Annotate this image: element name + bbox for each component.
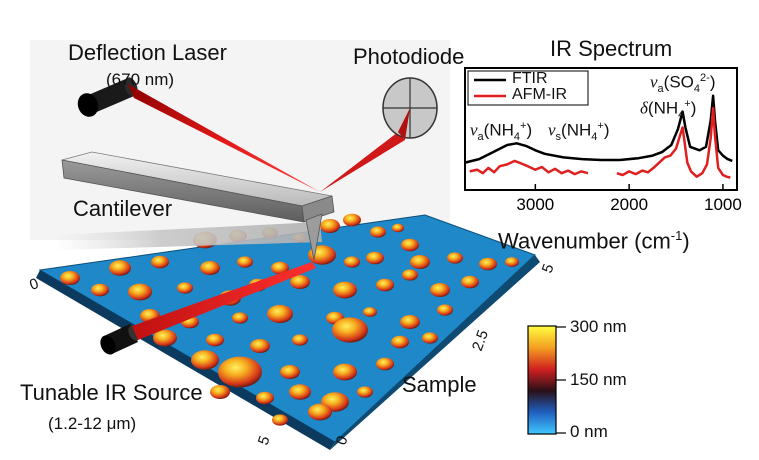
sample-label: Sample (402, 372, 477, 397)
annotation-va-nh4: νa(NH4+) (470, 120, 533, 144)
surface-particle (232, 312, 248, 324)
deflection-laser-icon (77, 77, 138, 117)
surface-particle (267, 304, 293, 324)
surface-particle (437, 304, 453, 316)
series-ftir-line (464, 94, 733, 164)
surface-particle (271, 261, 289, 275)
surface-particle (376, 357, 394, 371)
laser-wavelength-label: (670 nm) (106, 70, 175, 89)
surface-particle (402, 269, 418, 281)
surface-edge-left (36, 270, 335, 450)
surface-particle (447, 252, 463, 264)
surface-particle (320, 219, 340, 233)
legend-label-ftir: FTIR (512, 70, 548, 87)
surface-particle (344, 256, 360, 268)
surface-particle (206, 333, 224, 347)
chart-frame (464, 67, 738, 191)
x-tick-label: 1000 (704, 195, 742, 214)
deflection-laser-label: Deflection Laser (68, 40, 227, 65)
ir-source-label: Tunable IR Source (20, 380, 203, 405)
surface-particle (376, 278, 394, 292)
surface-particle (91, 283, 109, 297)
ir-beam (132, 262, 316, 340)
x-axis-label: Wavenumber (cm-1) (498, 228, 690, 254)
surface-particle (60, 271, 80, 285)
surface-particle (280, 365, 300, 379)
colorbar-min-label: 0 nm (570, 422, 608, 441)
surface-particle (422, 332, 438, 344)
surface-particle (191, 350, 219, 370)
surface-particle (250, 339, 270, 353)
surface-particle (410, 255, 430, 269)
surface-particle (153, 329, 177, 347)
surface-particle (256, 391, 274, 405)
legend-box (467, 70, 589, 106)
surface-particle (332, 317, 368, 343)
surface-particle (333, 363, 357, 381)
photodiode-label: Photodiode (353, 44, 465, 69)
photodiode-icon (382, 77, 438, 140)
surface-particle (391, 335, 409, 349)
surface-particle (200, 261, 220, 275)
surface-particle (401, 238, 419, 252)
x-tick-label: 2000 (610, 195, 648, 214)
deflection-beam-out (320, 132, 405, 192)
x-ticks: 3000 2000 1000 (516, 184, 742, 214)
surface-particle (392, 223, 404, 233)
surface-particle (292, 334, 308, 346)
surface-particle (366, 251, 384, 265)
surface-particle (430, 283, 450, 297)
surface-particle (237, 256, 253, 268)
surface-particle (357, 386, 373, 398)
surface-particle (289, 384, 311, 400)
annotation-vs-nh4: νs(NH4+) (548, 120, 610, 144)
surface-particle (109, 260, 131, 276)
surface-particle (272, 414, 288, 426)
surface-particle (177, 282, 193, 294)
surface-particle (343, 213, 361, 227)
ir-range-label: (1.2-12 μm) (48, 414, 137, 433)
series-afm-ir-segment (616, 106, 731, 179)
surface-edge-right (330, 255, 540, 450)
annotation-va-so4: νa(SO42-) (650, 72, 716, 96)
cantilever-shadow (55, 222, 322, 250)
surface-particle (210, 385, 230, 399)
surface-particle (479, 257, 497, 271)
surface-particle (370, 226, 386, 238)
surface-particle (290, 275, 310, 289)
x-tick-label: 3000 (516, 195, 554, 214)
surface-particle (218, 356, 262, 388)
colorbar-rect (527, 325, 557, 435)
surface-particle (363, 307, 377, 317)
colorbar (527, 325, 566, 435)
ir-spectrum-chart: 3000 2000 1000 (462, 60, 742, 214)
colorbar-mid-label: 150 nm (570, 370, 627, 389)
surface-particle (151, 255, 169, 269)
cantilever-icon (61, 151, 335, 261)
sample-surface (36, 213, 540, 450)
surface-particle (333, 281, 357, 299)
surface-particle (128, 283, 152, 301)
colorbar-max-label: 300 nm (570, 317, 627, 336)
surface-particle (308, 403, 332, 421)
surface-particle (400, 315, 420, 329)
chart-title: IR Spectrum (550, 36, 673, 61)
spectrum-plot (464, 94, 733, 179)
surface-particle (461, 275, 479, 289)
surface-particle (505, 257, 519, 267)
cantilever-label: Cantilever (73, 196, 173, 221)
annotation-delta-nh4: δ(NH4+) (640, 98, 697, 122)
legend-label-afm-ir: AFM-IR (512, 86, 568, 103)
deflection-beam-in (128, 84, 320, 192)
series-afm-ir-segment (469, 159, 589, 176)
